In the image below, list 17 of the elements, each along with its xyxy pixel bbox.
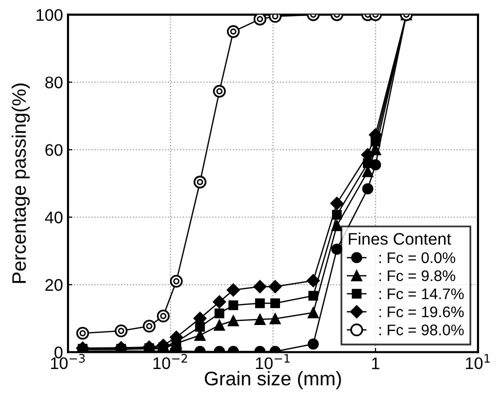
legend-label: : Fc = 19.6%: [379, 306, 464, 318]
y-tick-label: 60: [45, 144, 62, 156]
y-tick-label: 100: [36, 9, 62, 21]
legend-label: : Fc = 98.0%: [379, 324, 464, 336]
x-tick-label: 1: [372, 358, 380, 370]
x-tick-label: 10$^{−1}$: [256, 354, 290, 370]
y-axis-title: Percentage passing(%): [12, 84, 30, 283]
legend-title: Fines Content: [348, 232, 452, 245]
x-tick-label: 10$^{1}$: [466, 354, 490, 370]
x-tick-label: 10$^{−2}$: [154, 354, 187, 370]
y-tick-label: 20: [45, 279, 62, 291]
x-axis-title: Grain size (mm): [204, 371, 341, 390]
legend-label: : Fc = 0.0%: [379, 252, 456, 264]
y-tick-label: 40: [44, 212, 62, 224]
legend-label: : Fc = 9.8%: [379, 270, 456, 282]
y-tick-label: 80: [45, 76, 62, 88]
legend-label: : Fc = 14.7%: [379, 288, 464, 300]
